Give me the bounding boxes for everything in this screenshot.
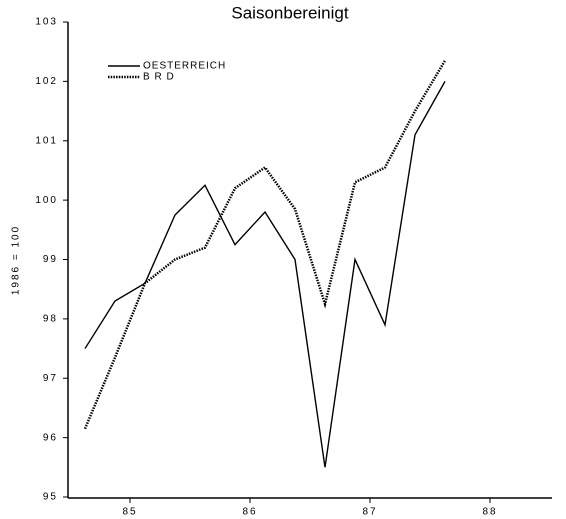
x-tick-label: 85 bbox=[122, 507, 137, 518]
y-tick-label: 101 bbox=[35, 135, 58, 146]
y-axis-label: 1986 = 100 bbox=[11, 225, 22, 295]
line-series bbox=[84, 81, 446, 468]
legend-label: B R D bbox=[143, 72, 175, 83]
y-tick-label: 97 bbox=[43, 373, 58, 384]
x-tick-label: 86 bbox=[242, 507, 257, 518]
y-tick-label: 95 bbox=[43, 492, 58, 503]
y-tick-label: 96 bbox=[43, 432, 58, 443]
x-tick-label: 88 bbox=[482, 507, 497, 518]
y-tick-label: 102 bbox=[35, 76, 58, 87]
y-tick-label: 98 bbox=[43, 314, 58, 325]
y-tick-label: 99 bbox=[43, 254, 58, 265]
x-tick-label: 87 bbox=[362, 507, 377, 518]
line-series bbox=[83, 59, 447, 430]
y-tick-label: 100 bbox=[35, 195, 58, 206]
chart-title: Saisonbereinigt bbox=[231, 3, 348, 22]
y-tick-label: 103 bbox=[35, 17, 58, 28]
legend-label: OESTERREICH bbox=[143, 61, 226, 72]
